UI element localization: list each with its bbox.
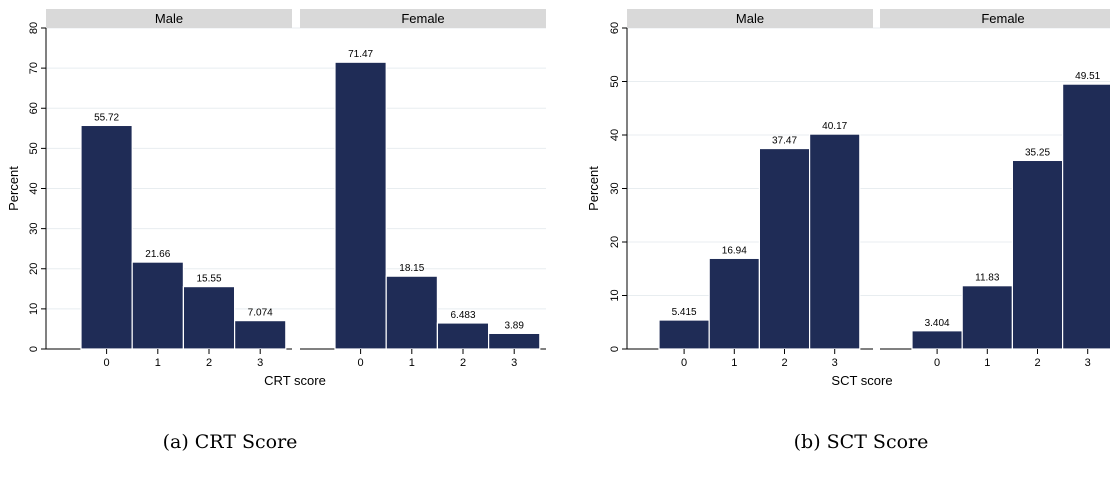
bar-male-3: [808, 133, 861, 350]
y-tick-label: 20: [609, 236, 621, 248]
chart-1: Male 55.72 0 21.66 1 15.55 2 7.074 3 Female 71.47 0…: [6, 9, 546, 453]
panel-female: Female 3.404 0 11.83 1 35.25 2 49.51 3: [880, 9, 1110, 369]
bar-male-2: [758, 147, 811, 350]
x-tick-label: 0: [934, 357, 940, 369]
bar-male-2: [182, 286, 236, 350]
x-tick-label: 1: [155, 357, 161, 369]
panel-male: Male 5.415 0 16.94 1 37.47 2 40.17 3: [627, 9, 873, 369]
x-tick-label: 2: [206, 357, 212, 369]
y-tick-label: 70: [28, 62, 40, 74]
x-tick-label: 3: [1085, 357, 1091, 369]
bar-male-0: [80, 124, 133, 350]
bar-value-label: 37.47: [772, 136, 797, 147]
bar-female-0: [911, 330, 963, 350]
bar-female-1: [961, 285, 1014, 350]
y-axis-title: Percent: [586, 166, 601, 211]
x-tick-label: 0: [681, 357, 687, 369]
bar-female-0: [334, 61, 387, 350]
bar-female-2: [436, 322, 490, 350]
y-tick-label: 10: [28, 303, 40, 315]
y-tick-label: 40: [609, 129, 621, 141]
panel-strip: [300, 9, 546, 28]
bar-value-label: 3.89: [504, 320, 524, 331]
bar-value-label: 16.94: [722, 245, 747, 256]
chart-2: Male 5.415 0 16.94 1 37.47 2 40.17 3 Female 3.404 0…: [586, 9, 1110, 453]
x-axis-title: CRT score: [264, 373, 326, 388]
y-tick-label: 30: [609, 182, 621, 194]
bar-female-1: [385, 275, 439, 350]
y-tick-label: 60: [609, 22, 621, 34]
bar-female-2: [1011, 159, 1064, 350]
bar-value-label: 35.25: [1025, 147, 1050, 158]
x-tick-label: 3: [832, 357, 838, 369]
panel-male: Male 55.72 0 21.66 1 15.55 2 7.074 3: [46, 9, 292, 369]
y-tick-label: 60: [28, 102, 40, 114]
x-tick-label: 3: [511, 357, 517, 369]
y-tick-label: 0: [609, 346, 621, 352]
bar-male-3: [234, 320, 287, 350]
bar-male-1: [708, 257, 761, 350]
bar-female-3: [1061, 83, 1110, 350]
y-tick-label: 40: [28, 182, 40, 194]
bar-value-label: 40.17: [822, 121, 847, 132]
x-tick-label: 1: [984, 357, 990, 369]
panel-title: Male: [736, 11, 764, 26]
x-tick-label: 2: [1034, 357, 1040, 369]
x-tick-label: 0: [358, 357, 364, 369]
panel-strip: [627, 9, 873, 28]
panel-title: Male: [155, 11, 183, 26]
panel-strip: [46, 9, 292, 28]
y-tick-label: 50: [609, 75, 621, 87]
x-tick-label: 2: [781, 357, 787, 369]
y-tick-label: 80: [28, 22, 40, 34]
x-axis-title: SCT score: [831, 373, 892, 388]
y-tick-label: 20: [28, 263, 40, 275]
y-tick-label: 50: [28, 142, 40, 154]
y-tick-label: 30: [28, 223, 40, 235]
y-tick-label: 0: [28, 346, 40, 352]
bar-value-label: 7.074: [248, 308, 273, 319]
bar-male-0: [658, 319, 710, 350]
bar-value-label: 15.55: [196, 274, 221, 285]
bar-value-label: 49.51: [1075, 71, 1100, 82]
bar-value-label: 55.72: [94, 112, 119, 123]
panel-strip: [880, 9, 1110, 28]
x-tick-label: 1: [409, 357, 415, 369]
bar-value-label: 6.483: [450, 310, 475, 321]
bar-value-label: 18.15: [399, 263, 424, 274]
bar-female-3: [488, 332, 541, 350]
panel-title: Female: [401, 11, 444, 26]
x-tick-label: 3: [257, 357, 263, 369]
figure-caption: (b) SCT Score: [794, 431, 929, 453]
y-tick-label: 10: [609, 289, 621, 301]
panel-female: Female 71.47 0 18.15 1 6.483 2 3.89 3: [300, 9, 546, 369]
panel-title: Female: [981, 11, 1024, 26]
bar-male-1: [131, 261, 184, 350]
bar-value-label: 11.83: [975, 273, 1000, 284]
bar-value-label: 3.404: [925, 318, 950, 329]
bar-value-label: 5.415: [672, 307, 697, 318]
x-tick-label: 2: [460, 357, 466, 369]
x-tick-label: 0: [104, 357, 110, 369]
bar-value-label: 21.66: [145, 249, 170, 260]
x-tick-label: 1: [731, 357, 737, 369]
figure-caption: (a) CRT Score: [163, 431, 298, 453]
y-axis-title: Percent: [6, 166, 21, 211]
bar-value-label: 71.47: [348, 49, 373, 60]
